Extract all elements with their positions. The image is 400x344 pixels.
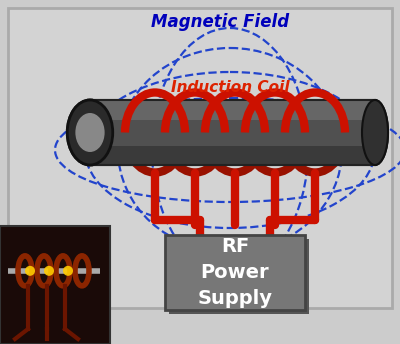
Bar — [90, 119, 375, 146]
Ellipse shape — [362, 100, 388, 165]
Ellipse shape — [75, 113, 105, 152]
Bar — [90, 100, 375, 119]
Bar — [0, 226, 110, 344]
Text: Magnetic Field: Magnetic Field — [151, 13, 289, 31]
Ellipse shape — [67, 100, 113, 165]
Bar — [90, 100, 375, 165]
Bar — [169, 239, 309, 314]
Bar — [8, 8, 392, 308]
Ellipse shape — [44, 266, 54, 276]
Ellipse shape — [67, 100, 113, 165]
Bar — [90, 100, 375, 165]
Bar — [90, 119, 375, 146]
Bar — [165, 235, 305, 310]
Ellipse shape — [63, 266, 73, 276]
Bar — [90, 100, 375, 119]
Text: Induction Coil: Induction Coil — [171, 80, 289, 96]
Ellipse shape — [25, 266, 35, 276]
Text: RF
Power
Supply: RF Power Supply — [198, 237, 272, 309]
Ellipse shape — [362, 100, 388, 165]
Bar — [90, 100, 375, 165]
Ellipse shape — [75, 113, 105, 152]
